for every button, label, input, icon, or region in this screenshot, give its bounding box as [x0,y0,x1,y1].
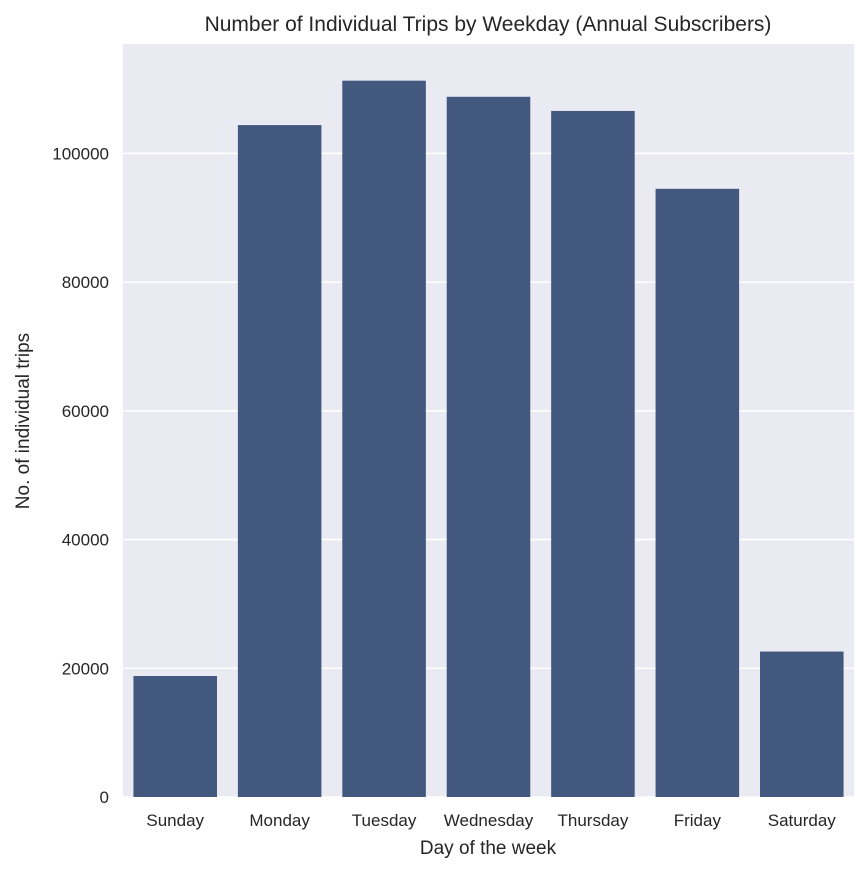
x-tick-label: Friday [674,811,722,830]
x-tick-label: Tuesday [352,811,417,830]
bar-wednesday [446,96,531,798]
y-tick-label: 40000 [62,531,109,550]
bars [133,80,844,798]
bar-saturday [760,651,844,797]
bar-tuesday [342,80,426,797]
x-tick-label: Sunday [146,811,204,830]
x-axis-ticks: Sunday Monday Tuesday Wednesday Thursday Frid… [146,811,836,830]
x-axis-label: Day of the week [420,838,557,859]
y-tick-label: 60000 [62,402,109,421]
y-tick-label: 80000 [62,273,109,292]
bar-thursday [551,110,635,797]
y-axis-ticks: 0 20000 40000 60000 80000 100000 [52,144,109,807]
y-tick-label: 0 [100,788,109,807]
x-tick-label: Wednesday [444,811,534,830]
y-axis-label: No. of individual trips [13,333,34,509]
y-tick-label: 100000 [52,144,109,163]
x-tick-label: Thursday [557,811,628,830]
bar-friday [655,188,740,798]
bar-monday [237,125,322,798]
x-tick-label: Monday [249,811,310,830]
x-tick-label: Saturday [768,811,837,830]
bar-sunday [133,676,217,797]
chart-title: Number of Individual Trips by Weekday (A… [205,13,772,36]
y-tick-label: 20000 [62,659,109,678]
